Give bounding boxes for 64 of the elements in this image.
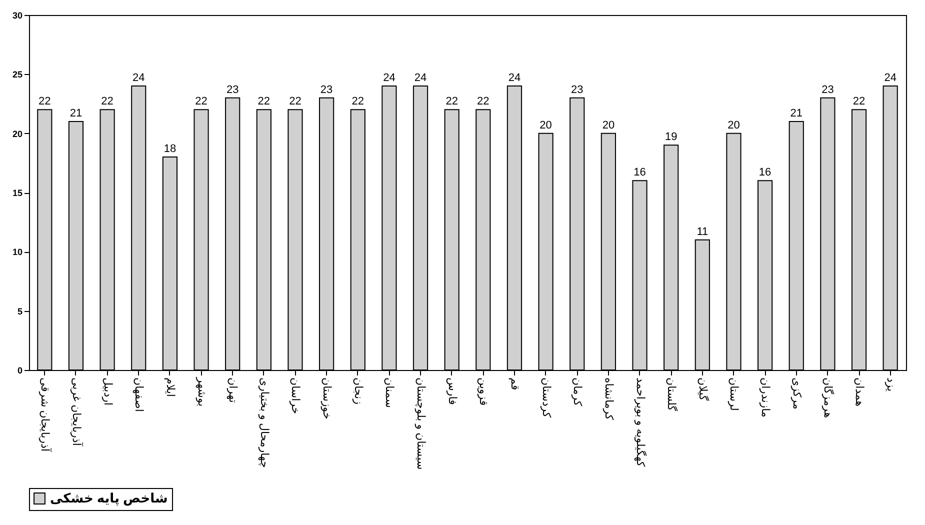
x-tick-label: کرمان — [571, 378, 584, 407]
data-label: 19 — [664, 131, 678, 144]
data-label: 22 — [101, 96, 114, 108]
y-tick-label: 15 — [12, 188, 22, 198]
y-tick-label: 5 — [17, 306, 22, 316]
data-label: 24 — [414, 72, 427, 84]
x-tick-label: خراسان — [289, 378, 302, 414]
data-label: 22 — [352, 96, 364, 108]
data-label: 24 — [132, 72, 145, 84]
x-tick-label: آذربایجان شرقی — [38, 378, 53, 452]
x-tick-label: چهارمحال و بختیاری — [258, 378, 270, 468]
data-label: 24 — [508, 72, 521, 84]
data-label: 16 — [634, 166, 646, 179]
data-label: 22 — [852, 96, 866, 108]
x-tick-label: یزد — [884, 378, 896, 392]
data-label: 21 — [70, 108, 82, 120]
x-tick-label: خوزستان — [320, 378, 333, 420]
data-label: 22 — [446, 96, 458, 108]
data-label: 20 — [540, 119, 552, 132]
x-tick-label: هرمزگان — [822, 378, 835, 418]
data-label: 23 — [226, 84, 239, 96]
data-label: 11 — [696, 226, 708, 238]
data-label: 22 — [38, 96, 51, 108]
x-tick-label: سمنان — [383, 378, 396, 408]
x-tick-label: کهگیلویه و بویراحمد — [634, 378, 647, 468]
data-label: 22 — [289, 96, 302, 108]
data-label: 20 — [602, 119, 615, 132]
data-label: 24 — [383, 72, 396, 84]
y-tick-label: 0 — [17, 366, 22, 376]
x-tick-label: اردبیل — [101, 378, 114, 406]
data-label: 18 — [164, 143, 176, 155]
x-tick-label: ایلام — [164, 378, 176, 397]
x-tick-label: بوشهر — [195, 376, 208, 407]
x-tick-label: کرمانشاه — [602, 378, 614, 421]
x-tick-label: همدان — [853, 378, 866, 407]
x-tick-label: اصفهان — [132, 378, 145, 412]
data-label: 22 — [477, 96, 490, 108]
x-tick-label: قم — [508, 378, 520, 390]
y-tick-label: 20 — [12, 128, 22, 139]
x-tick-label: گیلان — [696, 378, 710, 402]
x-tick-label: سیستان و بلوچستان — [414, 378, 427, 470]
x-tick-label: فارس — [446, 378, 458, 405]
y-tick-label: 10 — [12, 247, 22, 258]
data-label: 23 — [320, 84, 333, 96]
data-label: 16 — [758, 166, 772, 179]
data-label: 24 — [884, 72, 896, 84]
data-label: 20 — [728, 119, 740, 132]
data-label: 21 — [790, 108, 802, 120]
x-tick-label: مرکزی — [790, 378, 802, 410]
y-tick-label: 25 — [12, 70, 22, 80]
x-tick-label: گلستان — [665, 378, 678, 412]
x-tick-label: مازندران — [759, 378, 772, 418]
legend-label: شاخص پایه خشکی — [50, 490, 168, 506]
data-label: 23 — [571, 84, 584, 96]
y-tick-label: 30 — [12, 10, 22, 20]
data-label: 22 — [258, 96, 270, 108]
x-tick-label: لرستان — [728, 378, 740, 411]
x-tick-label: قزوین — [477, 378, 490, 406]
data-label: 23 — [822, 84, 834, 96]
x-tick-label: تهران — [226, 378, 239, 403]
x-tick-label: آذربایجان غربی — [70, 378, 84, 447]
x-tick-label: زنجان — [352, 378, 364, 404]
x-tick-label: کردستان — [540, 378, 552, 418]
data-label: 22 — [195, 96, 208, 108]
